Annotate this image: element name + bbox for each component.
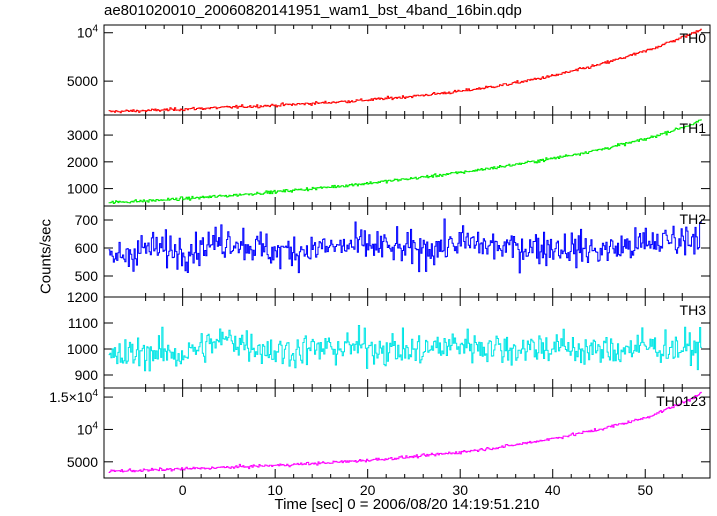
y-tick-label: 5000 — [67, 73, 98, 89]
y-tick-label: 1100 — [68, 315, 98, 331]
panel-label-th1: TH1 — [680, 120, 707, 136]
y-tick-label: 1000 — [67, 181, 98, 197]
y-tick-label: 1000 — [67, 341, 98, 357]
series-line-th0 — [108, 28, 702, 114]
x-tick-label: 10 — [267, 482, 283, 498]
y-tick-label: 900 — [75, 367, 99, 383]
x-tick-label: 40 — [545, 482, 561, 498]
y-tick-label: 1200 — [67, 289, 98, 305]
x-tick-label: 0 — [179, 482, 187, 498]
panel-label-th3: TH3 — [680, 302, 707, 318]
series-line-th3 — [108, 325, 702, 372]
x-tick-label: 20 — [360, 482, 376, 498]
y-tick-label: 500 — [75, 268, 99, 284]
x-tick-label: 50 — [637, 482, 653, 498]
panel-frame-th1 — [103, 114, 711, 207]
y-tick-label: 104 — [77, 24, 99, 41]
panel-label-th0: TH0 — [680, 30, 707, 46]
x-tick-label: 30 — [452, 482, 468, 498]
y-tick-label: 1.5×104 — [49, 388, 98, 405]
panel-frame-th3 — [103, 296, 711, 389]
y-tick-label: 2000 — [67, 154, 98, 170]
panel-frame-th0123 — [103, 387, 711, 479]
y-tick-label: 5000 — [67, 454, 98, 470]
y-tick-label: 104 — [77, 420, 99, 437]
panel-frame-th0 — [103, 24, 711, 116]
y-tick-label: 3000 — [67, 127, 98, 143]
chart-title: ae801020010_20060820141951_wam1_bst_4ban… — [104, 2, 522, 19]
x-axis-label: Time [sec] 0 = 2006/08/20 14:19:51.210 — [274, 496, 540, 513]
y-tick-label: 700 — [75, 212, 99, 228]
series-line-th1 — [108, 119, 702, 204]
series-line-th2 — [108, 218, 702, 274]
series-line-th0123 — [108, 391, 702, 473]
panel-label-th0123: TH0123 — [656, 393, 706, 409]
y-tick-label: 600 — [75, 240, 99, 256]
panel-label-th2: TH2 — [680, 211, 707, 227]
